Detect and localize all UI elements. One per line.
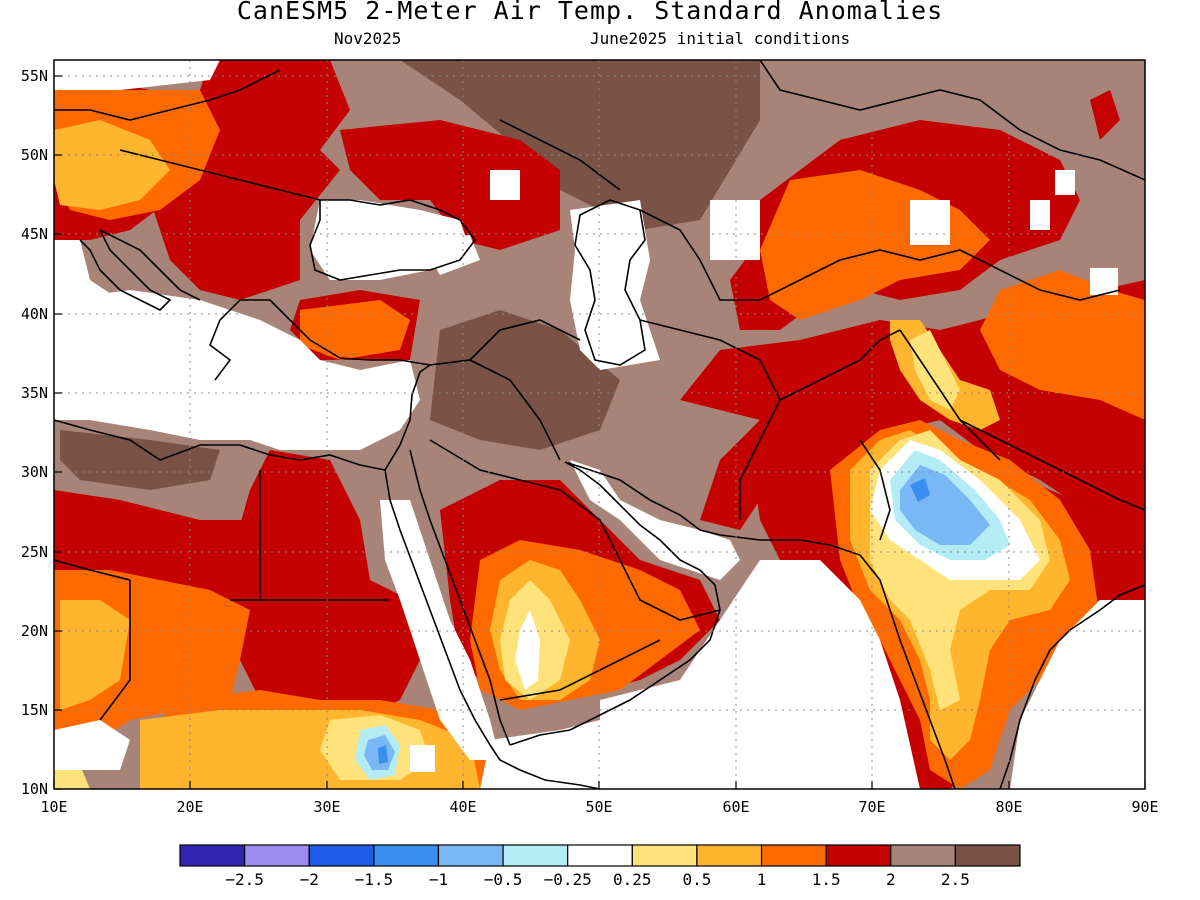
colorbar-label: 0.25	[613, 870, 652, 889]
colorbar-swatch	[696, 844, 763, 867]
target-month: Nov2025	[334, 29, 402, 48]
colorbar-label: −2.5	[225, 870, 264, 889]
lat-label-50n: 50N	[21, 146, 48, 164]
colorbar-label: 1.5	[812, 870, 841, 889]
colorbar: −2.5 −2 −1.5 −1 −0.5 −0.25 0.25 0.5 1 1.5 2 2.5	[179, 844, 1021, 889]
colorbar-swatch	[308, 844, 375, 867]
lat-label-10n: 10N	[21, 780, 48, 798]
colorbar-swatch	[179, 844, 246, 867]
colorbar-swatch	[244, 844, 310, 867]
colorbar-label: −1.5	[355, 870, 394, 889]
colorbar-swatch	[890, 844, 956, 867]
colorbar-label: −0.5	[484, 870, 523, 889]
lon-label-60e: 60E	[722, 798, 749, 816]
lon-label-40e: 40E	[449, 798, 476, 816]
colorbar-label: 1	[757, 870, 767, 889]
chart-title: CanESM5 2-Meter Air Temp. Standard Anoma…	[236, 0, 944, 25]
colorbar-swatch	[760, 844, 827, 867]
init-conditions: June2025 initial conditions	[590, 29, 851, 48]
colorbar-label: −0.25	[544, 870, 592, 889]
lon-axis: 10E 20E 30E 40E 50E 60E 70E 80E 90E	[40, 781, 1159, 816]
colorbar-swatch	[567, 844, 633, 867]
lat-label-55n: 55N	[21, 67, 48, 85]
grid-lines	[54, 60, 1145, 789]
lat-label-35n: 35N	[21, 384, 48, 402]
colorbar-label: 0.5	[682, 870, 711, 889]
lat-label-15n: 15N	[21, 701, 48, 719]
lat-label-25n: 25N	[21, 543, 48, 561]
lon-label-30e: 30E	[313, 798, 340, 816]
colorbar-swatch	[954, 844, 1021, 867]
lon-label-10e: 10E	[40, 798, 67, 816]
lat-label-20n: 20N	[21, 622, 48, 640]
lon-label-70e: 70E	[858, 798, 885, 816]
colorbar-swatch	[631, 844, 698, 867]
colorbar-label: 2.5	[941, 870, 970, 889]
lon-label-50e: 50E	[585, 798, 612, 816]
colorbar-swatch	[825, 844, 892, 867]
lat-label-30n: 30N	[21, 463, 48, 481]
colorbar-label: −1	[429, 870, 448, 889]
colorbar-label: −2	[300, 870, 319, 889]
colorbar-swatch	[502, 844, 569, 867]
colorbar-swatch	[437, 844, 504, 867]
lat-label-40n: 40N	[21, 305, 48, 323]
anomaly-field	[54, 60, 1145, 789]
lon-label-80e: 80E	[995, 798, 1022, 816]
lat-label-45n: 45N	[21, 225, 48, 243]
lat-axis: 55N 50N 45N 40N 35N 30N 25N 20N 15N 10N	[21, 67, 62, 798]
colorbar-swatch	[373, 844, 440, 867]
lon-label-20e: 20E	[176, 798, 203, 816]
coastlines	[54, 60, 1145, 789]
colorbar-label: 2	[886, 870, 896, 889]
lon-label-90e: 90E	[1131, 798, 1158, 816]
